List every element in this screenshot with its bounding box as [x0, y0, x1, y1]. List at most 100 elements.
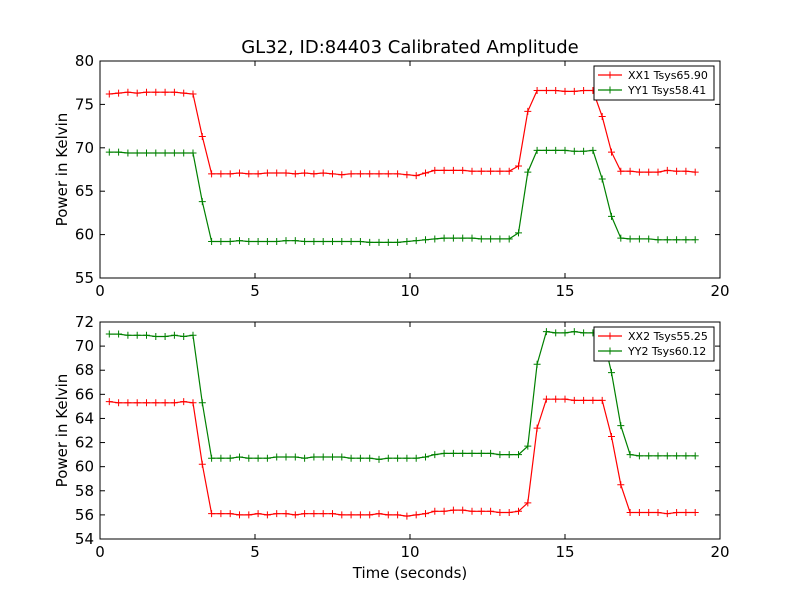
- data-point: [282, 169, 290, 177]
- data-point: [487, 167, 495, 175]
- legend-marker: [606, 347, 614, 355]
- data-point: [449, 449, 457, 457]
- legend-label: XX1 Tsys65.90: [628, 69, 708, 82]
- data-point: [598, 396, 606, 404]
- data-point: [384, 238, 392, 246]
- data-point: [449, 234, 457, 242]
- data-point: [524, 107, 532, 115]
- data-point: [552, 395, 560, 403]
- figure-title: GL32, ID:84403 Calibrated Amplitude: [241, 37, 579, 58]
- data-point: [626, 508, 634, 516]
- data-point: [533, 360, 541, 368]
- data-point: [217, 454, 225, 462]
- data-point: [133, 89, 141, 97]
- data-point: [431, 507, 439, 515]
- y-tick-label: 68: [75, 361, 94, 379]
- data-point: [542, 328, 550, 336]
- data-point: [254, 170, 262, 178]
- data-point: [263, 238, 271, 246]
- data-point: [412, 172, 420, 180]
- data-point: [663, 510, 671, 518]
- data-point: [319, 238, 327, 246]
- data-point: [310, 510, 318, 518]
- data-point: [366, 170, 374, 178]
- data-point: [552, 146, 560, 154]
- data-point: [208, 170, 216, 178]
- data-point: [236, 169, 243, 177]
- data-point: [170, 149, 178, 157]
- data-point: [626, 167, 634, 175]
- data-point: [124, 331, 132, 339]
- data-point: [515, 229, 522, 237]
- data-point: [635, 508, 643, 516]
- y-axis-label: Power in Kelvin: [53, 374, 71, 488]
- x-tick-label: 5: [250, 282, 260, 300]
- data-point: [561, 395, 569, 403]
- data-point: [180, 398, 188, 406]
- data-point: [617, 167, 625, 175]
- data-point: [608, 148, 615, 156]
- data-point: [170, 399, 178, 407]
- data-point: [561, 146, 569, 154]
- data-point: [347, 511, 355, 519]
- data-point: [347, 238, 355, 246]
- data-point: [338, 511, 346, 519]
- y-tick-label: 54: [75, 530, 94, 548]
- data-point: [115, 330, 123, 338]
- data-point: [161, 399, 169, 407]
- data-point: [143, 149, 150, 157]
- data-point: [226, 510, 234, 518]
- data-point: [561, 329, 569, 337]
- data-point: [598, 175, 606, 183]
- x-tick-label: 0: [95, 282, 105, 300]
- data-point: [198, 399, 206, 407]
- data-point: [245, 454, 253, 462]
- data-point: [356, 238, 364, 246]
- data-point: [105, 90, 113, 98]
- data-point: [589, 146, 597, 154]
- data-point: [654, 452, 662, 460]
- data-point: [263, 169, 271, 177]
- data-point: [180, 332, 188, 340]
- data-point: [189, 90, 197, 98]
- data-point: [198, 198, 206, 206]
- top-subplot: 0 5 10 15 20 55 60 65 70 75 80 Power in Kelvin XX1 T…: [53, 52, 730, 300]
- data-point: [133, 399, 141, 407]
- legend: XX2 Tsys55.25 YY2 Tsys60.12: [593, 326, 715, 362]
- data-point: [189, 399, 197, 407]
- data-point: [124, 149, 132, 157]
- data-point: [505, 508, 513, 516]
- data-point: [635, 452, 643, 460]
- data-point: [394, 511, 402, 519]
- series-2: [105, 146, 699, 246]
- data-point: [496, 235, 504, 243]
- legend-label: XX2 Tsys55.25: [628, 330, 708, 343]
- data-point: [673, 452, 681, 460]
- data-point: [580, 329, 588, 337]
- y-axis-label: Power in Kelvin: [53, 113, 71, 227]
- data-point: [682, 452, 690, 460]
- data-point: [273, 169, 281, 177]
- data-point: [533, 87, 541, 95]
- data-point: [329, 170, 336, 178]
- data-point: [440, 507, 448, 515]
- data-point: [273, 510, 281, 518]
- y-tick-label: 60: [75, 458, 94, 476]
- data-point: [338, 171, 346, 179]
- data-point: [663, 452, 671, 460]
- data-point: [291, 453, 299, 461]
- data-point: [422, 453, 429, 461]
- data-point: [301, 510, 309, 518]
- data-point: [152, 149, 160, 157]
- data-point: [440, 449, 448, 457]
- data-point: [673, 508, 681, 516]
- data-point: [133, 331, 141, 339]
- legend-marker: [606, 86, 614, 94]
- data-point: [608, 369, 615, 377]
- data-point: [338, 238, 346, 246]
- data-point: [245, 170, 253, 178]
- x-tick-label: 10: [400, 282, 419, 300]
- data-point: [338, 453, 346, 461]
- data-point: [319, 453, 327, 461]
